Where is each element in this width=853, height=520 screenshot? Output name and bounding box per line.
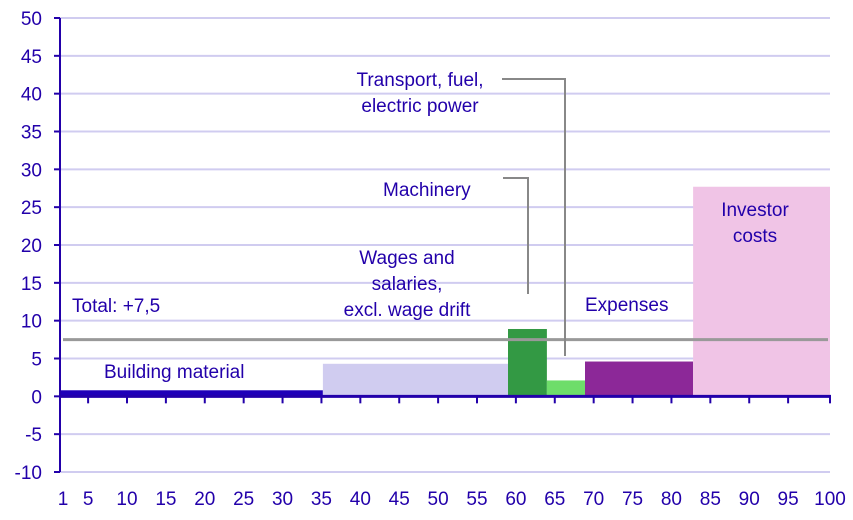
y-tick-label: 40 xyxy=(21,85,42,106)
bar xyxy=(322,363,508,397)
machinery-leader-line xyxy=(503,177,529,294)
bar xyxy=(60,390,323,397)
y-tick-label: 10 xyxy=(21,312,42,333)
y-tick-label: 25 xyxy=(21,198,42,219)
transport-leader-line xyxy=(502,78,566,356)
y-tick-label: 30 xyxy=(21,160,42,181)
y-tick-label: 50 xyxy=(21,9,42,30)
y-tick-label: 15 xyxy=(21,274,42,295)
y-tick-label: 45 xyxy=(21,47,42,68)
x-tick-label: 30 xyxy=(272,489,293,510)
transport-label-line1: Transport, fuel, xyxy=(356,70,484,91)
wages-label-line3: excl. wage drift xyxy=(343,300,471,321)
x-tick-label: 95 xyxy=(778,489,799,510)
x-tick-label: 100 xyxy=(814,489,846,510)
x-tick-label: 75 xyxy=(622,489,643,510)
y-tick-label: 0 xyxy=(31,387,42,408)
investor-label-line2: costs xyxy=(732,226,778,247)
x-tick-label: 35 xyxy=(311,489,332,510)
x-tick-label: 40 xyxy=(350,489,371,510)
investor-label-line1: Investor xyxy=(721,200,789,221)
x-tick-label: 65 xyxy=(544,489,565,510)
x-tick-label: 5 xyxy=(83,489,94,510)
expenses-label: Expenses xyxy=(585,295,669,316)
x-tick-label: 15 xyxy=(155,489,176,510)
x-tick-label: 70 xyxy=(583,489,604,510)
bar xyxy=(546,380,585,397)
building-material-label: Building material xyxy=(104,362,245,383)
transport-label: Transport, fuel, electric power xyxy=(340,68,500,120)
x-tick-label: 1 xyxy=(58,489,69,510)
wages-label: Wages and salaries, excl. wage drift xyxy=(322,246,492,324)
y-tick-label: -5 xyxy=(25,425,42,446)
wages-label-line1: Wages and xyxy=(359,248,455,269)
x-tick-label: 55 xyxy=(466,489,487,510)
transport-label-line2: electric power xyxy=(361,96,479,117)
x-tick-label: 80 xyxy=(661,489,682,510)
x-tick-label: 10 xyxy=(116,489,137,510)
investor-costs-label: Investor costs xyxy=(700,198,810,250)
x-tick-label: 25 xyxy=(233,489,254,510)
x-tick-label: 45 xyxy=(389,489,410,510)
x-tick-label: 50 xyxy=(428,489,449,510)
y-tick-label: 35 xyxy=(21,123,42,144)
y-tick-label: 5 xyxy=(31,350,42,371)
x-tick-label: 20 xyxy=(194,489,215,510)
x-tick-label: 90 xyxy=(739,489,760,510)
bar xyxy=(693,186,830,397)
x-tick-label: 85 xyxy=(700,489,721,510)
wages-label-line2: salaries, xyxy=(371,274,443,295)
bar xyxy=(585,361,694,397)
total-label: Total: +7,5 xyxy=(72,296,161,317)
y-tick-label: 20 xyxy=(21,236,42,257)
y-tick-label: -10 xyxy=(15,463,42,484)
machinery-label: Machinery xyxy=(383,180,471,201)
x-tick-label: 60 xyxy=(505,489,526,510)
